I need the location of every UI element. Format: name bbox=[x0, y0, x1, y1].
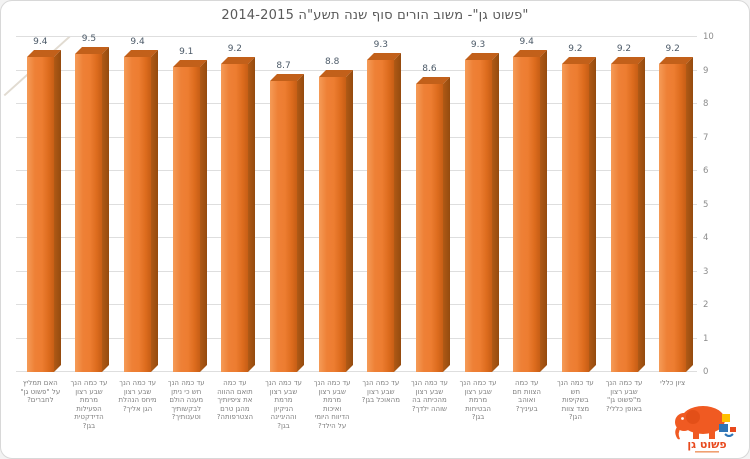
category-label: האם תמליץ על "פשוט גן" לחברים? bbox=[20, 379, 61, 405]
bar-value-label: 8.7 bbox=[276, 60, 291, 71]
bar-value-label: 9.5 bbox=[81, 33, 97, 44]
gridline bbox=[16, 36, 697, 37]
bar-slot: 8.8 bbox=[308, 39, 357, 372]
category-label: עד כמה הנך חש כי ניתן מענה הולם לבקשותיך… bbox=[167, 379, 205, 422]
gridline bbox=[16, 270, 697, 272]
category-label: ציון כללי bbox=[660, 379, 686, 387]
gridline bbox=[16, 304, 697, 305]
y-axis-tick-label: 7 bbox=[703, 132, 709, 143]
logo-tagline-mark bbox=[695, 451, 719, 453]
category-label: עד כמה הנך שבע רצון מרמת הפעילות הדידקטי… bbox=[70, 379, 108, 430]
bar-value-label: 8.6 bbox=[422, 63, 437, 74]
y-axis-tick-label: 6 bbox=[703, 166, 709, 176]
bar-value-label: 8.8 bbox=[324, 57, 340, 68]
bar bbox=[318, 77, 346, 372]
bar-slot: 9.4 bbox=[16, 37, 65, 372]
gridline bbox=[16, 103, 697, 104]
category-label: עד כמה הנך שבע רצון מהכיתה בה שוהה ילדך? bbox=[411, 379, 448, 413]
bar bbox=[513, 57, 541, 372]
bar-slot: 9.3 bbox=[356, 39, 405, 372]
bar-slot: 9.3 bbox=[454, 39, 503, 372]
gridline bbox=[16, 170, 697, 171]
y-axis-tick-label: 4 bbox=[703, 233, 709, 243]
bar bbox=[659, 63, 687, 372]
bar bbox=[172, 67, 200, 372]
bar bbox=[464, 60, 492, 372]
bar-slot: 8.6 bbox=[405, 39, 454, 372]
bar bbox=[75, 53, 103, 372]
bar-value-label: 9.2 bbox=[616, 43, 632, 54]
bar-value-label: 9.2 bbox=[665, 43, 680, 54]
x-axis-category-labels: האם תמליץ על "פשוט גן" לחברים? עד כמה הנך… bbox=[16, 379, 697, 431]
bar-slot: 9.2 bbox=[648, 39, 697, 372]
y-axis-tick-label: 8 bbox=[703, 99, 709, 109]
bar-slot: 9.2 bbox=[600, 39, 649, 372]
y-axis: 0 1 2 3 4 5 6 7 8 9 10 bbox=[701, 32, 721, 377]
y-axis-tick-label: 3 bbox=[703, 266, 709, 277]
bar bbox=[561, 63, 589, 372]
y-axis-tick-label: 2 bbox=[703, 300, 709, 310]
gridline bbox=[16, 136, 697, 138]
category-label: עד כמה תואם ההווה את ציפיותיך מהגן טרם ה… bbox=[216, 379, 254, 422]
bar-value-label: 9.2 bbox=[227, 43, 243, 54]
plot-area: 9.4 9.5 9.4 9.1 9.2 8.7 8.8 9.3 8.6 9.3 9.4 9.2 9.2 9… bbox=[16, 34, 697, 372]
category-label: עד כמה הנך שבע רצון מהאוכל בגן? bbox=[361, 379, 400, 405]
bar-value-label: 9.3 bbox=[373, 40, 388, 51]
bar-value-label: 9.2 bbox=[568, 43, 583, 54]
bar bbox=[221, 63, 249, 372]
gridline bbox=[16, 371, 697, 372]
chart-title: "פשוט גן"- משוב הורים סוף שנה תשע"ה 2014… bbox=[221, 8, 529, 23]
bar bbox=[610, 63, 638, 372]
category-label: עד כמה הנך שבע רצון מרמת הניקיון וההיגיי… bbox=[265, 379, 302, 430]
category-label: עד כמה הצוות חם ואוהב בעיניך? bbox=[512, 379, 542, 413]
bar-value-label: 9.4 bbox=[519, 37, 534, 48]
category-label: עד כמה הנך חש בשקיפות מצד צוות הגן? bbox=[556, 379, 594, 422]
bar-slot: 9.4 bbox=[502, 37, 551, 372]
gridline bbox=[16, 69, 697, 71]
category-label: עד כמה הנך שבע רצון מרמת ואיכות הדיווח ה… bbox=[313, 379, 351, 430]
bar-slot: 9.1 bbox=[162, 39, 211, 372]
bar bbox=[124, 57, 152, 372]
bar-value-label: 9.1 bbox=[179, 47, 194, 58]
gridline bbox=[16, 337, 697, 339]
logo-text: פשוט גן bbox=[687, 438, 726, 451]
bar bbox=[270, 80, 298, 372]
category-label: עד כמה הנך שבע רצון מיחס הנהלת הגן אליך? bbox=[118, 379, 157, 413]
bar-series: 9.4 9.5 9.4 9.1 9.2 8.7 8.8 9.3 8.6 9.3 9.4 9.2 9.2 9… bbox=[16, 34, 697, 372]
bar-slot: 9.4 bbox=[113, 37, 162, 372]
bar-value-label: 9.3 bbox=[470, 40, 486, 51]
bar-slot: 9.5 bbox=[65, 34, 114, 372]
y-axis-tick-label: 0 bbox=[703, 367, 709, 377]
bar bbox=[415, 83, 443, 372]
category-label: עד כמה הנך שבע רצון מ"פשוט גן" באופן כלל… bbox=[605, 379, 643, 413]
elephant-icon bbox=[675, 406, 736, 440]
bar-slot: 8.7 bbox=[259, 39, 308, 372]
y-axis-tick-label: 5 bbox=[703, 199, 709, 210]
bar-value-label: 9.4 bbox=[130, 37, 145, 48]
y-axis-tick-label: 1 bbox=[703, 333, 709, 344]
bar bbox=[367, 60, 395, 372]
bar-slot: 9.2 bbox=[211, 39, 260, 372]
y-axis-tick-label: 9 bbox=[703, 65, 709, 76]
gridline bbox=[16, 203, 697, 205]
bar-value-label: 9.4 bbox=[33, 37, 48, 48]
pashut-gan-logo: פשוט גן bbox=[675, 406, 736, 453]
bar-slot: 9.2 bbox=[551, 39, 600, 372]
category-label: עד כמה הנך שבע רצון מרמת הבטיחות בגן? bbox=[459, 379, 497, 422]
gridline bbox=[16, 237, 697, 238]
y-axis-tick-label: 10 bbox=[703, 32, 714, 42]
bar bbox=[26, 57, 54, 372]
